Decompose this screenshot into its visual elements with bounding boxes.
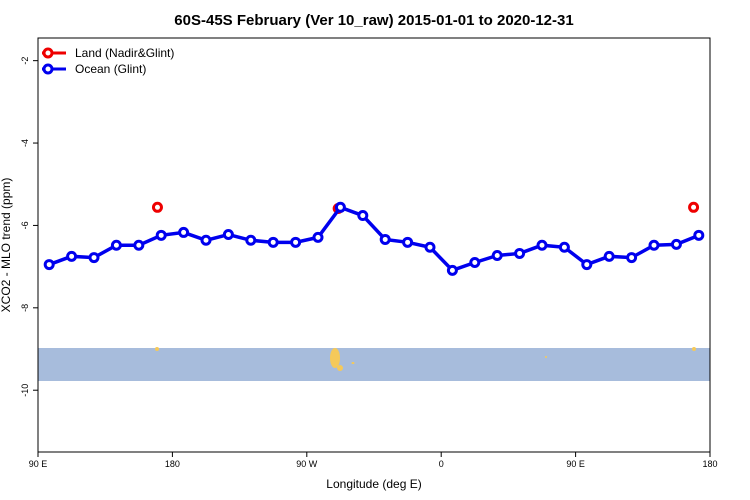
point: [110, 239, 122, 251]
y-tick-label: -6: [20, 221, 30, 229]
point: [267, 236, 279, 248]
legend-label: Land (Nadir&Glint): [75, 46, 174, 60]
x-tick-label: 180: [165, 459, 180, 469]
point: [693, 229, 705, 241]
point: [514, 247, 526, 259]
point: [626, 252, 638, 264]
x-tick-label: 0: [439, 459, 444, 469]
point: [558, 241, 570, 253]
point: [469, 257, 481, 269]
point: [379, 233, 391, 245]
y-tick-label: -8: [20, 304, 30, 312]
point: [66, 250, 78, 262]
series-line: [48, 205, 700, 273]
point: [603, 250, 615, 262]
point: [155, 229, 167, 241]
map-land: [155, 347, 696, 371]
y-axis-label: XCO2 - MLO trend (ppm): [0, 178, 13, 313]
point: [290, 236, 302, 248]
chart-title: 60S-45S February (Ver 10_raw) 2015-01-01…: [174, 12, 573, 29]
x-tick-label: 90 W: [296, 459, 318, 469]
point: [648, 239, 660, 251]
x-axis-label: Longitude (deg E): [326, 477, 421, 491]
point: [312, 231, 324, 243]
point: [670, 238, 682, 250]
x-tick-label: 90 E: [566, 459, 585, 469]
point: [43, 259, 55, 271]
point: [491, 250, 503, 262]
point: [402, 236, 414, 248]
y-tick-label: -4: [20, 139, 30, 147]
legend-marker: [42, 47, 54, 59]
point: [446, 264, 458, 276]
point: [688, 201, 700, 213]
y-tick-label: -10: [20, 384, 30, 397]
map-ocean: [38, 348, 710, 381]
point: [581, 259, 593, 271]
point: [151, 201, 163, 213]
y-tick-label: -2: [20, 57, 30, 65]
point: [200, 234, 212, 246]
legend-label: Ocean (Glint): [75, 62, 146, 76]
x-tick-label: 180: [702, 459, 717, 469]
point: [222, 228, 234, 240]
legend-marker: [42, 63, 54, 75]
point: [357, 210, 369, 222]
plot-frame: [37, 37, 711, 453]
point: [88, 252, 100, 264]
point: [334, 201, 346, 213]
point: [536, 239, 548, 251]
point: [178, 226, 190, 238]
point: [245, 234, 257, 246]
x-tick-label: 90 E: [29, 459, 48, 469]
point: [133, 239, 145, 251]
point: [424, 241, 436, 253]
